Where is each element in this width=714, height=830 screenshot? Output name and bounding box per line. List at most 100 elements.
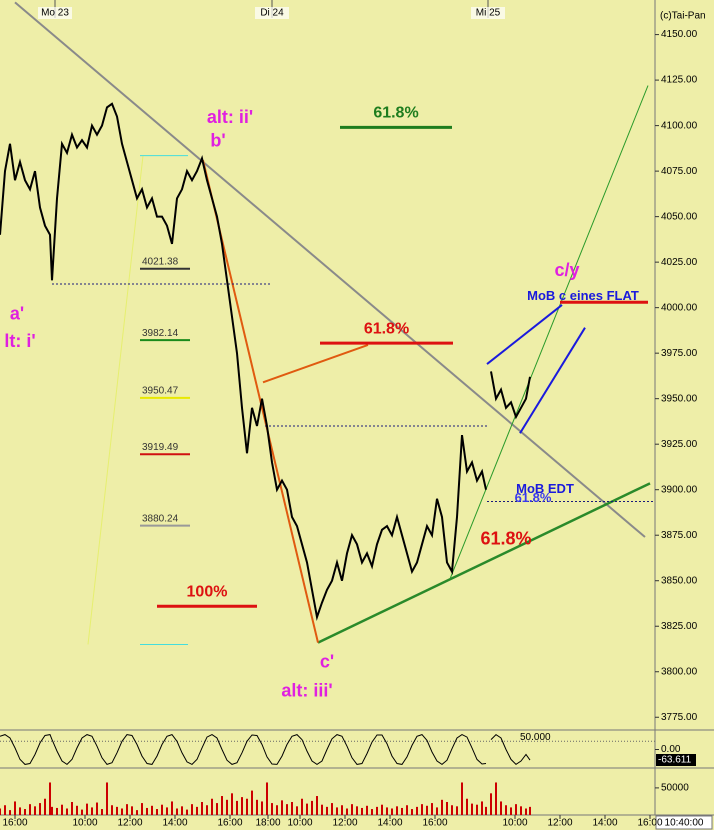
- osc-last-box: [656, 753, 696, 766]
- volume-bar: [196, 806, 198, 815]
- date-label: Mi 25: [476, 8, 501, 19]
- level-label: 61.8%: [373, 105, 418, 122]
- osc-last-label: -63.611: [658, 755, 692, 766]
- annotation: a': [10, 304, 24, 324]
- volume-bar: [301, 798, 303, 815]
- volume-bar: [111, 805, 113, 815]
- annotation: c': [320, 651, 334, 671]
- volume-bar: [401, 807, 403, 815]
- volume-bar: [481, 801, 483, 815]
- volume-bar: [0, 808, 1, 815]
- volume-bar: [351, 804, 353, 815]
- volume-bar: [271, 803, 273, 815]
- volume-bar: [216, 803, 218, 815]
- volume-bar: [121, 808, 123, 815]
- date-box: [38, 7, 72, 19]
- volume-bar: [246, 798, 248, 815]
- x-tick-label: 12:00: [547, 818, 572, 829]
- y-tick-label: 4050.00: [661, 211, 698, 222]
- y-tick-label: 3850.00: [661, 575, 698, 586]
- volume-bar: [96, 802, 98, 815]
- annotation: b': [210, 131, 225, 151]
- annotation: c/y: [554, 260, 579, 280]
- x-tick-label: 18:00: [255, 818, 280, 829]
- volume-tick-label: 50000: [661, 783, 689, 794]
- x-tick-label: 10:00: [502, 818, 527, 829]
- volume-bar: [525, 808, 527, 815]
- level-label: 100%: [187, 583, 228, 600]
- volume-bar: [81, 809, 83, 815]
- annotation: 61.8%: [480, 529, 531, 549]
- volume-bar: [236, 800, 238, 815]
- x-tick-label: 14:00: [377, 818, 402, 829]
- volume-bar: [371, 809, 373, 815]
- x-tick-label: 12:00: [117, 818, 142, 829]
- volume-bar: [116, 806, 118, 815]
- volume-bar: [91, 807, 93, 815]
- volume-bar: [191, 804, 193, 815]
- volume-bar: [386, 807, 388, 815]
- volume-bar: [520, 806, 522, 815]
- volume-bar: [381, 804, 383, 815]
- date-label: Di 24: [260, 8, 284, 19]
- volume-bar: [446, 801, 448, 815]
- y-tick-label: 3825.00: [661, 621, 698, 632]
- volume-bar: [141, 803, 143, 815]
- volume-bar: [76, 805, 78, 815]
- volume-bar: [291, 801, 293, 815]
- x-tick-label: 12:00: [332, 818, 357, 829]
- fib-label: 3880.24: [142, 513, 179, 524]
- volume-bar: [19, 807, 21, 815]
- date-box: [255, 7, 289, 19]
- volume-bar: [156, 809, 158, 815]
- y-tick-label: 4100.00: [661, 120, 698, 131]
- trend-line: [262, 344, 369, 384]
- volume-bar: [44, 798, 46, 815]
- annotation: 61.8%: [515, 490, 552, 505]
- volume-bar: [515, 804, 517, 815]
- volume-bar: [29, 804, 31, 815]
- volume-bar: [39, 803, 41, 815]
- source: (c)Tai-Pan: [660, 11, 706, 22]
- trend-line: [449, 85, 649, 580]
- trend-line: [486, 304, 563, 365]
- volume-bar: [471, 803, 473, 815]
- volume-bar: [34, 806, 36, 815]
- volume-bar: [316, 796, 318, 815]
- volume-bar: [281, 800, 283, 815]
- time-box: [655, 815, 713, 830]
- volume-bar: [306, 803, 308, 815]
- price-line: [0, 102, 531, 622]
- trend-line: [519, 327, 586, 434]
- date-label: Mo 23: [41, 8, 69, 19]
- volume-bar: [181, 806, 183, 815]
- osc-tick-label: 0.00: [661, 744, 681, 755]
- volume-bar: [151, 805, 153, 815]
- y-tick-label: 3775.00: [661, 712, 698, 723]
- volume-bar: [226, 799, 228, 815]
- y-tick-label: 3900.00: [661, 484, 698, 495]
- x-tick-label: 10:00: [72, 818, 97, 829]
- volume-bar: [361, 807, 363, 815]
- volume-bar: [261, 801, 263, 815]
- volume-bar: [101, 809, 103, 815]
- volume-bar: [476, 804, 478, 815]
- volume-bar: [266, 782, 268, 815]
- volume-bar: [421, 804, 423, 815]
- volume-bar: [411, 809, 413, 815]
- volume-bar: [431, 803, 433, 815]
- volume-bar: [396, 806, 398, 815]
- volume-bar: [356, 806, 358, 815]
- volume-bar: [341, 805, 343, 815]
- volume-bar: [336, 807, 338, 815]
- volume-bar: [251, 790, 253, 815]
- volume-bar: [211, 798, 213, 815]
- volume-bar: [529, 806, 531, 815]
- volume-bar: [231, 793, 233, 815]
- fib-label: 3950.47: [142, 385, 179, 396]
- level-label: 61.8%: [364, 320, 409, 337]
- volume-bar: [321, 804, 323, 815]
- x-tick-label: 16:00: [637, 818, 662, 829]
- x-tick-label: 16:00: [422, 818, 447, 829]
